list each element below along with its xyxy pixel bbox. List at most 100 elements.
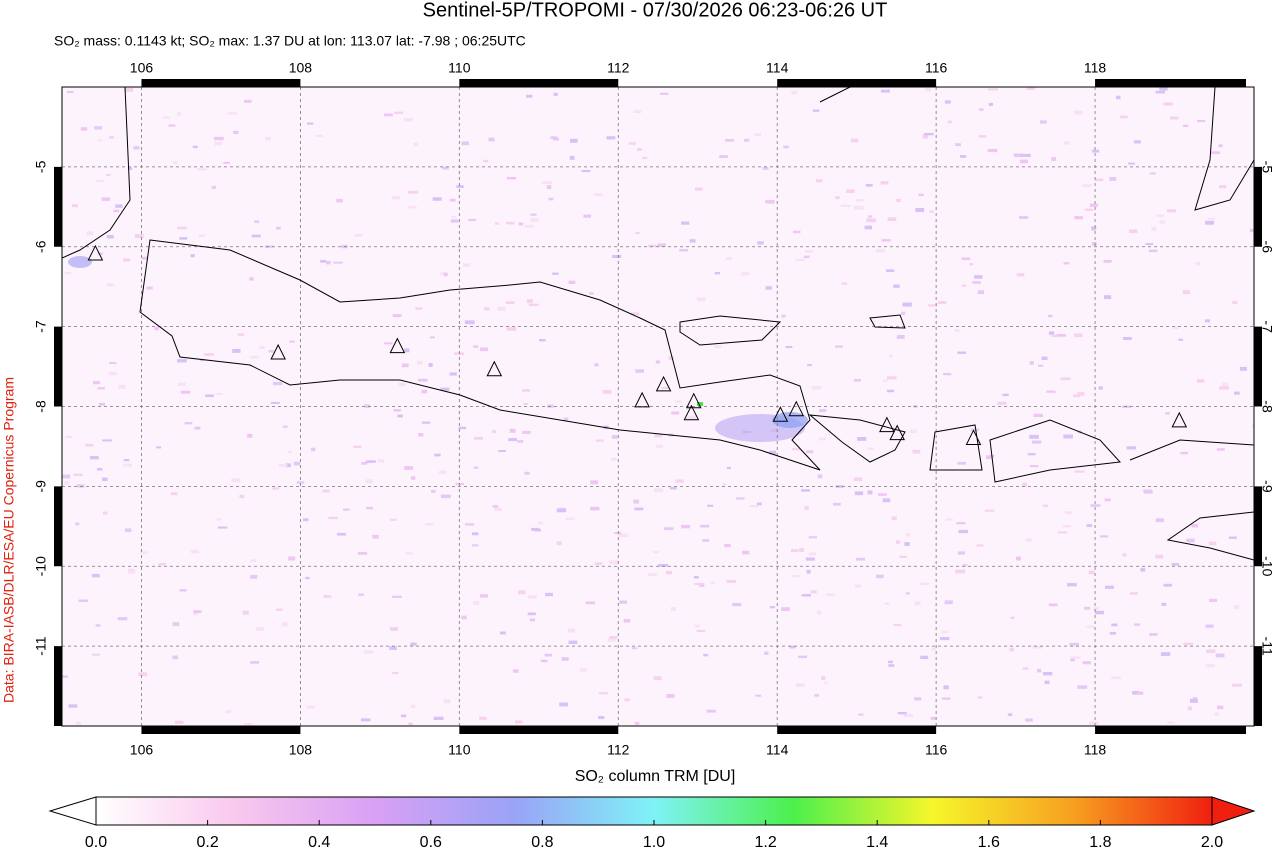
noise-pixel bbox=[769, 606, 776, 609]
plume-max bbox=[697, 402, 703, 406]
noise-pixel bbox=[1074, 216, 1083, 220]
noise-pixel bbox=[1042, 672, 1053, 676]
noise-pixel bbox=[977, 696, 983, 699]
noise-pixel bbox=[281, 622, 288, 627]
y-tick-label: -11 bbox=[33, 636, 49, 655]
noise-pixel bbox=[62, 675, 68, 678]
colorbar-tick-label: 0.0 bbox=[85, 834, 107, 851]
noise-pixel bbox=[694, 624, 700, 628]
noise-pixel bbox=[404, 466, 414, 470]
noise-pixel bbox=[726, 579, 737, 583]
noise-pixel bbox=[887, 660, 893, 664]
noise-pixel bbox=[1133, 140, 1141, 144]
noise-pixel bbox=[124, 528, 132, 532]
noise-pixel bbox=[749, 505, 759, 508]
noise-pixel bbox=[693, 576, 699, 579]
noise-pixel bbox=[804, 250, 813, 253]
noise-pixel bbox=[970, 428, 979, 432]
coast-java bbox=[139, 239, 821, 471]
coast-lombok bbox=[929, 424, 983, 471]
noise-pixel bbox=[614, 532, 622, 535]
noise-pixel bbox=[929, 210, 934, 213]
noise-pixel bbox=[1033, 413, 1043, 418]
noise-pixel bbox=[293, 461, 300, 466]
noise-pixel bbox=[795, 258, 806, 261]
noise-pixel bbox=[956, 522, 966, 525]
noise-pixel bbox=[669, 487, 677, 490]
noise-pixel bbox=[146, 286, 153, 290]
noise-pixel bbox=[866, 218, 876, 223]
noise-pixel bbox=[888, 664, 895, 667]
noise-pixel bbox=[877, 493, 887, 496]
noise-pixel bbox=[106, 173, 111, 177]
noise-pixel bbox=[764, 651, 769, 655]
noise-pixel bbox=[883, 379, 888, 382]
noise-pixel bbox=[1056, 334, 1066, 337]
noise-pixel bbox=[180, 390, 191, 394]
volcano bbox=[685, 392, 702, 409]
noise-pixel bbox=[133, 146, 140, 150]
noise-pixel bbox=[268, 350, 274, 353]
noise-pixel bbox=[1234, 391, 1240, 395]
noise-pixel bbox=[781, 607, 790, 612]
noise-pixel bbox=[372, 534, 379, 539]
noise-pixel bbox=[250, 574, 258, 579]
noise-pixel bbox=[515, 720, 523, 724]
noise-pixel bbox=[1180, 451, 1189, 455]
noise-pixel bbox=[424, 523, 434, 526]
noise-pixel bbox=[71, 204, 78, 208]
noise-pixel bbox=[858, 713, 864, 716]
noise-pixel bbox=[527, 612, 536, 616]
noise-pixel bbox=[537, 521, 544, 525]
noise-pixel bbox=[903, 713, 913, 718]
coast-flores bbox=[1129, 439, 1254, 461]
noise-pixel bbox=[642, 156, 648, 160]
noise-pixel bbox=[1047, 314, 1053, 318]
noise-pixel bbox=[217, 526, 228, 529]
noise-pixel bbox=[1182, 290, 1191, 295]
noise-pixel bbox=[1186, 538, 1195, 543]
noise-pixel bbox=[193, 610, 202, 614]
volcano bbox=[634, 391, 650, 408]
noise-pixel bbox=[1195, 261, 1200, 266]
noise-pixel bbox=[361, 462, 368, 465]
noise-pixel bbox=[781, 314, 786, 318]
noise-pixel bbox=[1016, 556, 1022, 561]
noise-pixel bbox=[973, 275, 983, 279]
noise-pixel bbox=[804, 505, 809, 510]
noise-pixel bbox=[1207, 217, 1216, 220]
noise-pixel bbox=[522, 430, 531, 434]
noise-pixel bbox=[128, 167, 133, 171]
frame-bar bbox=[141, 726, 301, 734]
noise-pixel bbox=[172, 161, 178, 165]
noise-pixel bbox=[483, 159, 489, 163]
noise-pixel bbox=[1149, 633, 1158, 636]
noise-pixel bbox=[440, 272, 445, 276]
noise-pixel bbox=[225, 710, 232, 714]
noise-pixel bbox=[211, 185, 217, 189]
noise-pixel bbox=[109, 362, 117, 365]
noise-pixel bbox=[197, 168, 208, 171]
noise-pixel bbox=[86, 231, 94, 236]
noise-pixel bbox=[530, 218, 540, 222]
noise-pixel bbox=[1038, 364, 1044, 367]
noise-pixel bbox=[655, 360, 661, 364]
noise-pixel bbox=[1095, 610, 1104, 615]
noise-pixel bbox=[1249, 228, 1254, 233]
noise-pixel bbox=[517, 440, 524, 443]
noise-pixel bbox=[247, 433, 253, 438]
noise-pixel bbox=[826, 593, 836, 596]
noise-pixel bbox=[1119, 115, 1128, 119]
noise-pixel bbox=[94, 126, 103, 130]
noise-pixel bbox=[97, 468, 103, 471]
noise-pixel bbox=[695, 187, 703, 191]
noise-pixel bbox=[1129, 592, 1138, 595]
noise-pixel bbox=[686, 417, 692, 420]
noise-pixel bbox=[1063, 141, 1070, 145]
noise-pixel bbox=[154, 327, 159, 331]
noise-pixel bbox=[1048, 603, 1058, 607]
noise-pixel bbox=[353, 445, 362, 448]
noise-pixel bbox=[1187, 706, 1192, 711]
colorbar-tick-label: 0.4 bbox=[308, 834, 330, 851]
noise-pixel bbox=[1155, 554, 1164, 559]
